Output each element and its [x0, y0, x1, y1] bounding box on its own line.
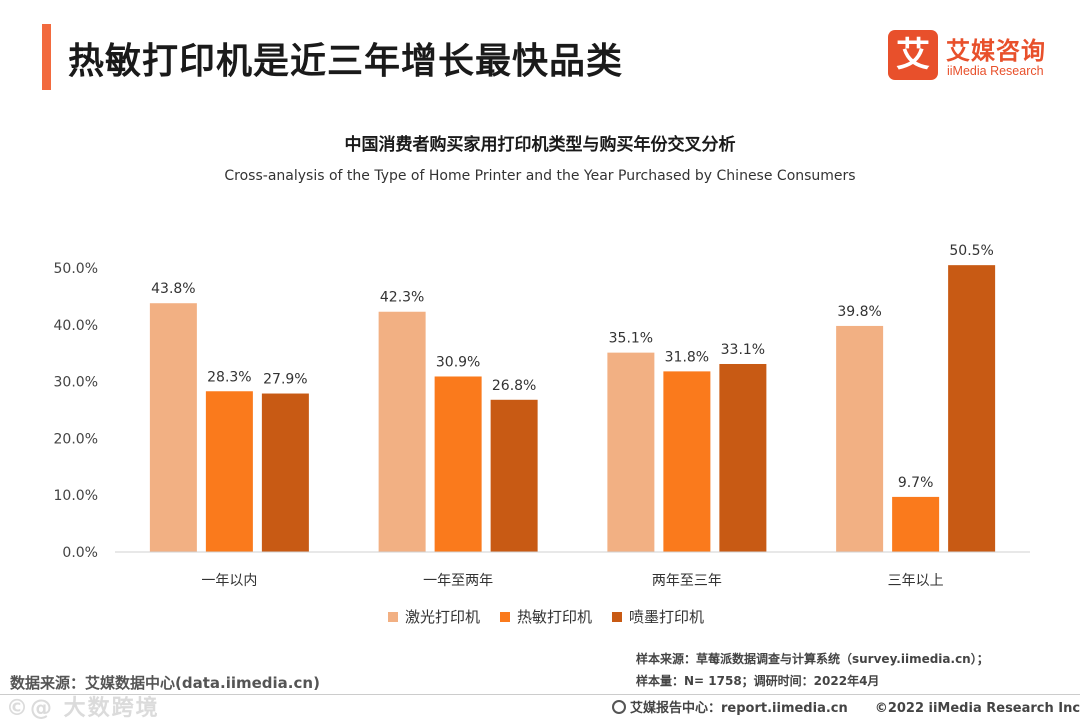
footer-divider [0, 694, 1080, 695]
logo-name-cn: 艾媒咨询 [946, 37, 1046, 65]
bar-value-label: 35.1% [609, 331, 653, 347]
bar-value-label: 26.8% [492, 378, 536, 394]
x-tick-label: 一年以内 [201, 573, 257, 589]
sample-size: 样本量：N= 1758；调研时间：2022年4月 [636, 674, 880, 688]
bar-value-label: 27.9% [263, 372, 307, 388]
sample-source: 样本来源：草莓派数据调查与计算系统（survey.iimedia.cn）； [636, 652, 989, 666]
watermark: ©@ 大数跨境 [6, 696, 160, 721]
bar-value-label: 30.9% [436, 354, 480, 370]
bar-chart: 中国消费者购买家用打印机类型与购买年份交叉分析 Cross-analysis o… [54, 134, 1030, 589]
legend-label: 激光打印机 [405, 608, 481, 626]
legend-item: 喷墨打印机 [612, 606, 704, 627]
bar [719, 363, 767, 552]
survey-notes: 样本来源：草莓派数据调查与计算系统（survey.iimedia.cn）； 样本… [636, 648, 989, 692]
legend-swatch [388, 611, 398, 622]
bar [663, 371, 711, 552]
iimedia-logo: 艾 艾媒咨询 iiMedia Research [888, 30, 1064, 86]
chart-title: 中国消费者购买家用打印机类型与购买年份交叉分析 [345, 134, 736, 155]
logo-mark-icon: 艾 [888, 30, 938, 80]
bar [149, 303, 197, 552]
bar [434, 376, 482, 552]
y-tick-label: 20.0% [54, 431, 98, 447]
bar-value-label: 31.8% [665, 349, 709, 365]
bar-value-label: 42.3% [380, 290, 424, 306]
logo-name-en: iiMedia Research [947, 64, 1044, 78]
data-source: 数据来源：艾媒数据中心(data.iimedia.cn) [10, 674, 320, 692]
bar-value-label: 50.5% [949, 243, 993, 259]
globe-icon [612, 700, 626, 714]
legend-swatch [500, 611, 511, 622]
x-tick-label: 三年以上 [888, 573, 944, 589]
y-tick-label: 0.0% [62, 545, 98, 561]
chart-subtitle: Cross-analysis of the Type of Home Print… [224, 168, 855, 184]
chart-legend: 激光打印机 热敏打印机 喷墨打印机 [388, 606, 704, 627]
footer: 艾媒报告中心：report.iimedia.cn ©2022 iiMedia R… [612, 697, 1080, 716]
legend-swatch [612, 611, 623, 622]
bar-value-label: 43.8% [151, 281, 195, 297]
y-tick-label: 10.0% [54, 488, 98, 504]
copyright: ©2022 iiMedia Research Inc [874, 701, 1080, 716]
bar-value-label: 39.8% [837, 304, 881, 320]
bar [948, 265, 996, 552]
report-center-link[interactable]: 艾媒报告中心：report.iimedia.cn [630, 701, 848, 716]
y-tick-label: 30.0% [54, 375, 98, 391]
y-tick-label: 50.0% [54, 261, 98, 277]
x-tick-label: 两年至三年 [652, 573, 722, 589]
title-accent-bar [42, 24, 51, 90]
bar [378, 311, 426, 552]
legend-item: 热敏打印机 [500, 606, 592, 627]
bar-value-label: 28.3% [207, 369, 251, 385]
bar [205, 391, 253, 552]
bar [836, 325, 884, 552]
bar [261, 393, 309, 552]
bar [490, 399, 538, 552]
bar-value-label: 9.7% [898, 475, 934, 491]
bar [607, 352, 655, 552]
bar-value-label: 33.1% [721, 342, 765, 358]
x-tick-label: 一年至两年 [423, 573, 493, 589]
legend-label: 热敏打印机 [517, 608, 593, 626]
legend-item: 激光打印机 [388, 606, 480, 627]
page-title: 热敏打印机是近三年增长最快品类 [68, 41, 624, 82]
legend-label: 喷墨打印机 [629, 608, 705, 626]
y-tick-label: 40.0% [54, 318, 98, 334]
bar [892, 496, 940, 552]
